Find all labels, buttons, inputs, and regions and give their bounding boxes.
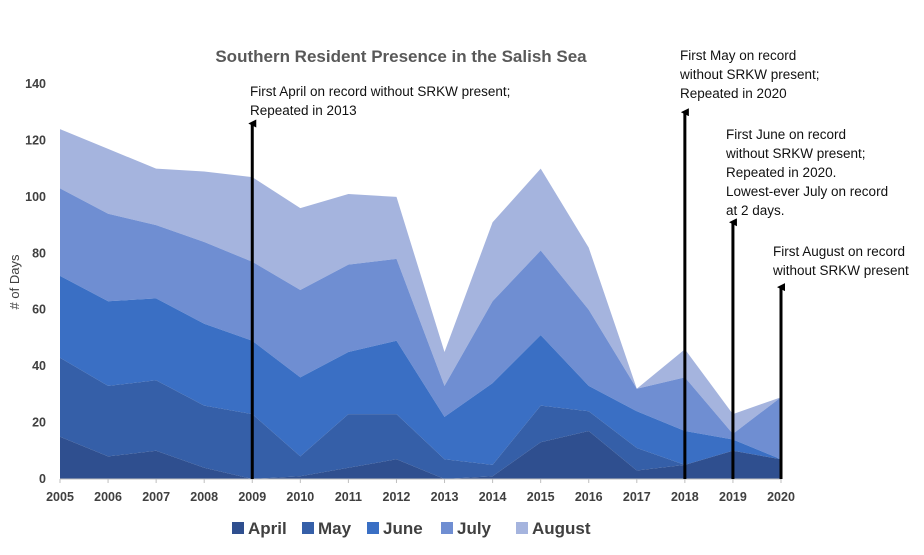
x-axis-ticks: 2005 2006 2007 2008 2009 2010 2011 2012 2013 2014… [46,479,795,504]
annotation-line: First May on record [680,48,796,63]
area-layers [60,129,781,479]
annotation-text: First April on record without SRKW prese… [250,84,510,118]
legend-swatch-june [367,522,379,534]
x-tick-label: 2020 [767,490,795,504]
legend-label-may: May [318,519,352,538]
legend-label-august: August [532,519,591,538]
annotation-line: First June on record [726,127,846,142]
x-tick-label: 2008 [190,490,218,504]
x-tick-label: 2015 [527,490,555,504]
y-tick-label: 120 [25,133,46,147]
x-tick-label: 2005 [46,490,74,504]
legend: April May June July August [232,519,591,538]
annotation-line: First August on record [773,244,905,259]
x-tick-label: 2018 [671,490,699,504]
chart-title: Southern Resident Presence in the Salish… [215,47,587,66]
legend-label-july: July [457,519,492,538]
y-tick-label: 100 [25,190,46,204]
annotations: First April on record without SRKW prese… [248,48,909,479]
annotation-line: without SRKW present; [679,67,820,82]
x-tick-label: 2016 [575,490,603,504]
x-tick-label: 2010 [286,490,314,504]
y-tick-label: 60 [32,303,46,317]
annotation-line: Repeated in 2013 [250,103,357,118]
y-tick-label: 20 [32,416,46,430]
area-august [60,129,781,434]
y-axis-ticks: 0 20 40 60 80 100 120 140 [25,77,46,486]
legend-swatch-july [441,522,453,534]
area-july [60,188,781,460]
legend-swatch-april [232,522,244,534]
annotation-line: Repeated in 2020 [680,86,787,101]
x-tick-label: 2012 [383,490,411,504]
annotation-line: First April on record without SRKW prese… [250,84,510,99]
x-tick-label: 2009 [238,490,266,504]
x-tick-label: 2019 [719,490,747,504]
annotation-text: First August on record without SRKW prese… [772,244,909,278]
annotation-line: without SRKW present [772,263,909,278]
legend-label-june: June [383,519,423,538]
annotation-line: Repeated in 2020. [726,165,836,180]
x-tick-label: 2007 [142,490,170,504]
y-axis-label: # of Days [7,254,22,309]
annotation-line: Lowest-ever July on record [726,184,888,199]
legend-swatch-may [302,522,314,534]
annotation-line: without SRKW present; [725,146,866,161]
area-june [60,275,781,465]
annotation-text: First May on record without SRKW present;… [679,48,820,101]
legend-swatch-august [516,522,528,534]
area-may [60,357,781,479]
x-tick-label: 2014 [479,490,507,504]
area-april [60,431,781,479]
legend-label-april: April [248,519,287,538]
x-tick-label: 2017 [623,490,651,504]
x-tick-label: 2011 [335,490,362,504]
annotation-text: First June on record without SRKW present… [725,127,888,218]
x-tick-label: 2013 [431,490,459,504]
annotation-line: at 2 days. [726,203,785,218]
y-tick-label: 140 [25,77,46,91]
y-tick-label: 80 [32,246,46,260]
y-tick-label: 0 [39,472,46,486]
x-tick-label: 2006 [94,490,122,504]
y-tick-label: 40 [32,359,46,373]
